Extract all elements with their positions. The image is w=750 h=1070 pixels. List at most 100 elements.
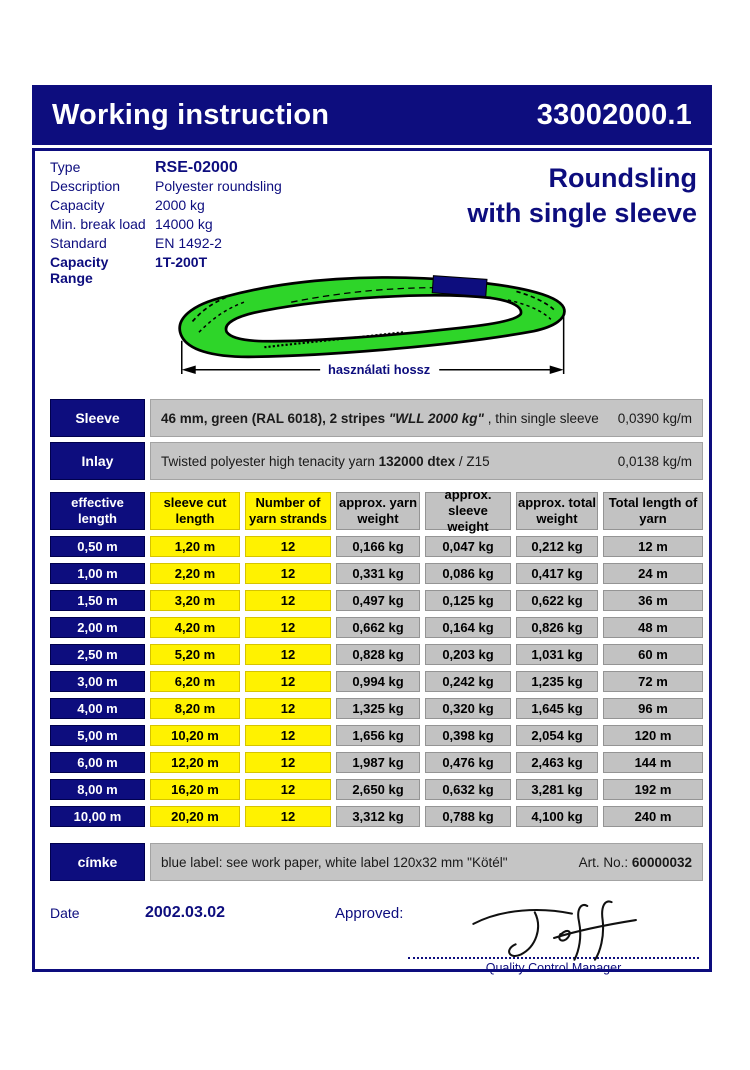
info-label: Capacity Range [50, 254, 109, 286]
table-data-cell: 72 m [603, 671, 703, 692]
info-label: Standard [50, 235, 107, 251]
info-row: Description Polyester roundsling [50, 178, 282, 197]
table-header-cell: approx. sleeve weight [425, 487, 511, 534]
table-data-cell: 16,20 m [150, 779, 240, 800]
document-body: Type RSE-02000 Description Polyester rounds… [32, 148, 712, 975]
info-row: Type RSE-02000 [50, 159, 282, 178]
label-section: címke blue label: see work paper, white … [50, 843, 703, 881]
table-data-cell: 1,20 m [150, 536, 240, 557]
table-data-cell: 0,203 kg [425, 644, 511, 665]
info-value: RSE-02000 [155, 159, 238, 176]
table-data-cell: 2,650 kg [336, 779, 420, 800]
inlay-weight-per-meter: 0,0138 kg/m [617, 453, 692, 469]
table-data-cell: 1,656 kg [336, 725, 420, 746]
info-value: 1T-200T [155, 254, 208, 270]
sling-hatch-right [515, 290, 556, 312]
spec-table: effective length sleeve cut length Number … [50, 487, 703, 827]
table-data-cell: 0,047 kg [425, 536, 511, 557]
text-segment: 46 mm, green (RAL 6018), 2 stripes [161, 410, 389, 426]
document-header: Working instruction 33002000.1 [32, 85, 712, 145]
table-data-cell: 12 [245, 617, 331, 638]
table-data-cell: 192 m [603, 779, 703, 800]
table-data-cell: 1,235 kg [516, 671, 598, 692]
table-data-cell: 1,987 kg [336, 752, 420, 773]
page-title: Working instruction [52, 98, 330, 131]
table-data-cell: 12 [245, 725, 331, 746]
text-segment: Twisted polyester high tenacity yarn [161, 453, 379, 469]
info-row: Standard EN 1492-2 [50, 235, 282, 254]
text-segment: , thin single sleeve [483, 410, 599, 426]
table-header-cell: approx. total weight [516, 492, 598, 530]
table-data-cell: 4,20 m [150, 617, 240, 638]
table-data-cell: 0,826 kg [516, 617, 598, 638]
table-data-cell: 3,281 kg [516, 779, 598, 800]
table-data-cell: 3,20 m [150, 590, 240, 611]
sling-hatch-left [191, 292, 236, 323]
table-data-cell: 5,00 m [50, 725, 145, 746]
table-data-cell: 0,164 kg [425, 617, 511, 638]
info-row: Capacity Range 1T-200T [50, 254, 282, 286]
table-data-cell: 60 m [603, 644, 703, 665]
table-data-cell: 1,50 m [50, 590, 145, 611]
text-segment: "WLL 2000 kg" [388, 410, 484, 426]
cimke-description: blue label: see work paper, white label … [161, 855, 508, 870]
table-data-cell: 12 [245, 779, 331, 800]
table-data-cell: 12 [245, 563, 331, 584]
table-data-cell: 0,788 kg [425, 806, 511, 827]
document-number: 33002000.1 [536, 98, 692, 131]
text-segment: blue label: see work paper, white label … [161, 854, 508, 870]
product-heading-line1: Roundsling [548, 163, 697, 193]
sling-inner-hole [224, 294, 522, 343]
table-data-cell: 8,00 m [50, 779, 145, 800]
table-data-cell: 96 m [603, 698, 703, 719]
table-data-cell: 1,00 m [50, 563, 145, 584]
signature-line [408, 897, 699, 961]
product-info: Type RSE-02000 Description Polyester rounds… [50, 159, 282, 286]
info-label: Capacity [50, 197, 105, 213]
table-data-cell: 2,20 m [150, 563, 240, 584]
cimke-bar: címke blue label: see work paper, white … [50, 843, 703, 881]
arrowhead-left-icon [181, 365, 196, 375]
table-data-cell: 0,212 kg [516, 536, 598, 557]
table-data-cell: 12 [245, 536, 331, 557]
table-data-cell: 144 m [603, 752, 703, 773]
product-heading: Roundsling with single sleeve [467, 161, 703, 286]
approved-label: Approved: [335, 905, 404, 922]
info-label: Type [50, 159, 81, 175]
table-data-cell: 6,00 m [50, 752, 145, 773]
table-header-cell: Number of yarn strands [245, 492, 331, 530]
table-data-cell: 2,054 kg [516, 725, 598, 746]
table-data-cell: 0,476 kg [425, 752, 511, 773]
table-data-cell: 1,031 kg [516, 644, 598, 665]
product-heading-line2: with single sleeve [467, 197, 697, 228]
table-data-cell: 0,166 kg [336, 536, 420, 557]
sleeve-bar-body: 46 mm, green (RAL 6018), 2 stripes "WLL … [150, 399, 703, 437]
text-segment: / Z15 [455, 453, 490, 469]
table-data-cell: 0,622 kg [516, 590, 598, 611]
cimke-bar-label: címke [50, 843, 145, 881]
sleeve-weight-per-meter: 0,0390 kg/m [617, 410, 692, 426]
roundsling-diagram: használati hossz [162, 270, 592, 393]
table-data-cell: 2,463 kg [516, 752, 598, 773]
table-data-cell: 0,398 kg [425, 725, 511, 746]
table-data-cell: 12 [245, 590, 331, 611]
table-data-cell: 3,00 m [50, 671, 145, 692]
table-data-cell: 0,50 m [50, 536, 145, 557]
info-value: EN 1492-2 [155, 235, 222, 251]
sleeve-bar-label: Sleeve [50, 399, 145, 437]
signature-title: Quality Control Manager [485, 961, 622, 975]
sleeve-bar: Sleeve 46 mm, green (RAL 6018), 2 stripe… [50, 399, 703, 437]
signature-handwriting [471, 900, 637, 961]
table-data-cell: 24 m [603, 563, 703, 584]
table-header-cell: effective length [50, 492, 145, 530]
table-data-cell: 0,086 kg [425, 563, 511, 584]
table-data-cell: 12 [245, 644, 331, 665]
table-data-cell: 0,331 kg [336, 563, 420, 584]
table-data-cell: 48 m [603, 617, 703, 638]
table-header-cell: sleeve cut length [150, 492, 240, 530]
text-segment: 132000 dtex [378, 453, 456, 469]
table-data-cell: 2,00 m [50, 617, 145, 638]
table-data-cell: 10,20 m [150, 725, 240, 746]
table-data-cell: 12 m [603, 536, 703, 557]
date-label: Date [50, 905, 80, 921]
